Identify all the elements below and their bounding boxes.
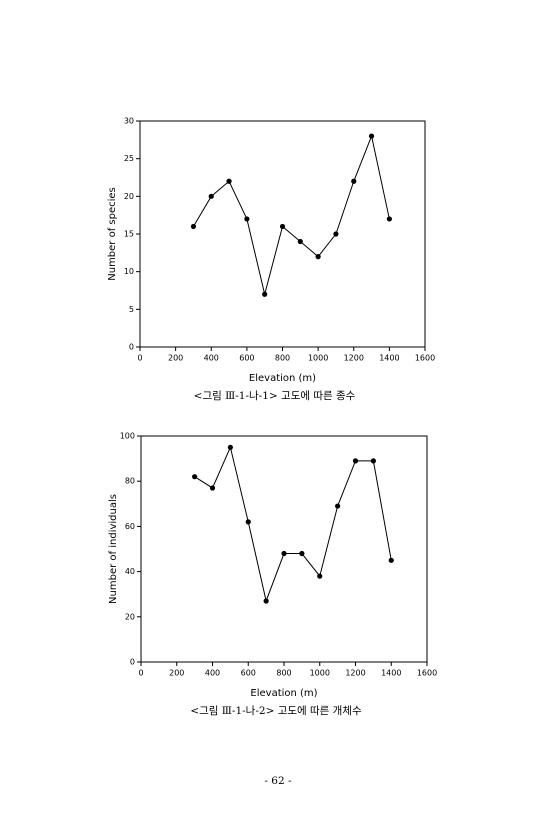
x-tick-label: 0 <box>138 669 143 678</box>
data-point <box>279 223 286 230</box>
y-tick-label: 60 <box>125 522 135 531</box>
data-point <box>368 133 375 139</box>
data-point <box>386 216 392 222</box>
y-tick-label: 0 <box>129 343 134 352</box>
y-tick-label: 5 <box>129 305 134 314</box>
data-point <box>209 485 216 491</box>
data-point <box>208 193 214 199</box>
figure-caption: <그림 Ⅲ-1-나-1> 고도에 따른 종수 <box>194 390 356 402</box>
x-tick-label: 800 <box>276 669 291 678</box>
x-tick-label: 200 <box>169 669 184 678</box>
data-point <box>190 223 197 230</box>
y-tick-label: 0 <box>130 658 135 667</box>
x-tick-label: 1200 <box>345 669 365 678</box>
data-point <box>333 231 339 237</box>
figure-caption: <그림 Ⅲ-1-나-2> 고도에 따른 개체수 <box>190 705 362 717</box>
y-tick-label: 25 <box>124 154 134 163</box>
data-point <box>226 178 232 184</box>
x-tick-label: 600 <box>241 669 256 678</box>
x-tick-label: 200 <box>168 354 183 363</box>
data-point <box>297 238 303 245</box>
x-tick-label: 800 <box>275 354 290 363</box>
x-tick-label: 1200 <box>344 354 364 363</box>
x-tick-label: 400 <box>204 354 219 363</box>
data-point <box>315 254 321 260</box>
data-point <box>227 444 233 450</box>
y-tick-label: 15 <box>124 230 134 239</box>
x-tick-label: 400 <box>205 669 220 678</box>
data-point <box>317 573 323 579</box>
data-point <box>281 550 287 557</box>
data-line <box>194 445 392 603</box>
y-tick-label: 10 <box>124 267 134 276</box>
data-point <box>352 458 359 464</box>
y-tick-label: 40 <box>125 567 135 576</box>
y-tick-label: 20 <box>124 192 134 201</box>
data-point <box>370 458 376 464</box>
data-point <box>262 291 268 297</box>
x-tick-label: 1000 <box>308 354 328 363</box>
data-point <box>245 519 251 525</box>
x-tick-label: 1600 <box>415 354 435 363</box>
data-point <box>335 503 341 509</box>
x-tick-label: 0 <box>137 354 142 363</box>
x-tick-label: 1600 <box>417 669 437 678</box>
x-tick-label: 1000 <box>310 669 330 678</box>
y-axis-label: Number of species <box>107 187 118 281</box>
y-tick-label: 80 <box>125 477 135 486</box>
data-line <box>193 134 390 295</box>
x-tick-label: 1400 <box>379 354 399 363</box>
data-point <box>388 557 394 563</box>
y-axis-label: Number of individuals <box>108 494 119 604</box>
x-axis-label: Elevation (m) <box>249 373 316 384</box>
y-tick-label: 100 <box>120 432 135 441</box>
data-point <box>263 598 269 604</box>
y-tick-label: 30 <box>124 117 134 126</box>
x-axis-label: Elevation (m) <box>250 688 317 699</box>
data-point <box>244 216 250 222</box>
data-point <box>192 474 198 480</box>
x-tick-label: 600 <box>239 354 254 363</box>
page-number: - 62 - <box>264 775 292 787</box>
y-tick-label: 20 <box>125 612 135 621</box>
data-point <box>351 178 357 184</box>
data-point <box>299 550 305 557</box>
x-tick-label: 1400 <box>381 669 401 678</box>
